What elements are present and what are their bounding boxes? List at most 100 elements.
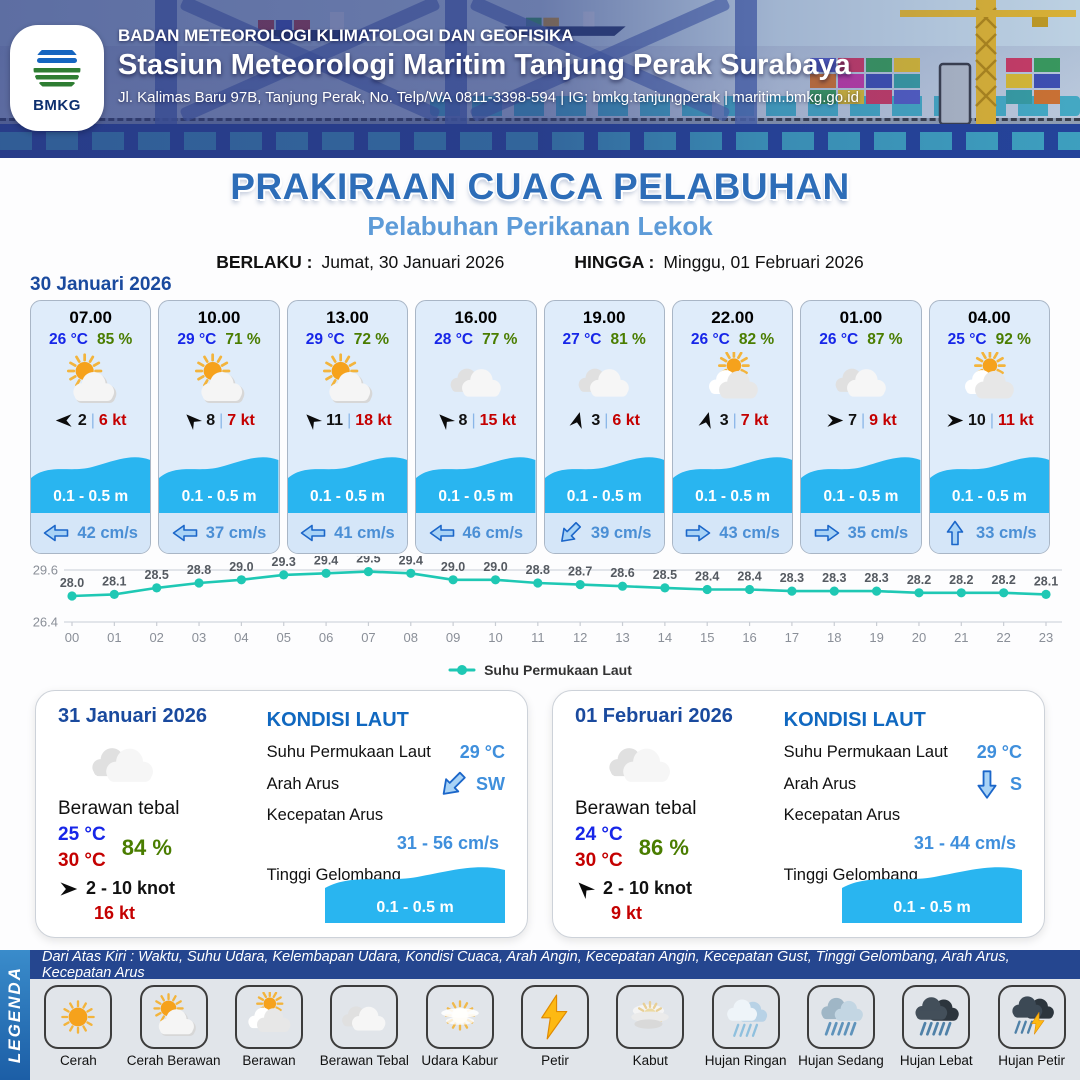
wind-row: 3 | 6 kt bbox=[568, 411, 640, 430]
svg-text:18: 18 bbox=[827, 630, 841, 645]
temp-humidity-row: 26 °C 87 % bbox=[819, 331, 902, 349]
svg-text:28.7: 28.7 bbox=[568, 565, 592, 579]
daily-summary-row: 31 Januari 2026 Berawan tebal 25 °C 30 °… bbox=[35, 690, 1045, 938]
wind-gust-speed: 9 kt bbox=[869, 411, 897, 429]
wind-divider: | bbox=[989, 411, 994, 429]
humidity: 92 % bbox=[995, 331, 1031, 348]
weather-icon-slot bbox=[832, 352, 890, 410]
weather-icon-slot bbox=[704, 349, 762, 410]
daily-weather-summary: 01 Februari 2026 Berawan tebal 24 °C 30 … bbox=[575, 705, 772, 923]
svg-text:29.5: 29.5 bbox=[356, 556, 380, 566]
current-direction-row: Arah Arus S bbox=[784, 770, 1022, 799]
daily-gust: 16 kt bbox=[94, 903, 136, 924]
svg-text:28.6: 28.6 bbox=[610, 566, 634, 580]
legend-description: Dari Atas Kiri : Waktu, Suhu Udara, Kele… bbox=[42, 948, 1010, 981]
daily-temp-max: 30 °C bbox=[575, 849, 623, 871]
sst-row: Suhu Permukaan Laut 29 °C bbox=[267, 742, 505, 763]
wind-direction-icon bbox=[569, 412, 583, 430]
svg-text:00: 00 bbox=[65, 630, 79, 645]
hujan-lebat-icon bbox=[915, 997, 960, 1036]
legend-item-berawan-tebal: Berawan Tebal bbox=[317, 985, 411, 1068]
current-row: 37 cm/s bbox=[159, 513, 279, 553]
legend-item-label: Hujan Sedang bbox=[798, 1053, 884, 1068]
svg-text:01: 01 bbox=[107, 630, 121, 645]
wave-shape bbox=[31, 457, 151, 513]
svg-text:28.3: 28.3 bbox=[864, 571, 888, 585]
bmkg-emblem-icon bbox=[32, 43, 82, 93]
air-temperature: 27 °C bbox=[562, 331, 602, 348]
legend-icon-box bbox=[425, 985, 494, 1049]
daily-date: 31 Januari 2026 bbox=[58, 705, 207, 727]
legend-icon-box bbox=[902, 985, 971, 1049]
current-speed: 42 cm/s bbox=[77, 523, 138, 542]
daily-wind-range: 2 - 10 knot bbox=[603, 878, 693, 899]
svg-text:21: 21 bbox=[954, 630, 968, 645]
daily-temps: 24 °C 30 °C 86 % bbox=[575, 822, 772, 873]
wind-value: 8 bbox=[206, 411, 216, 429]
wind-row: 7 | 9 kt bbox=[825, 411, 897, 430]
wave-band: 0.1 - 0.5 m bbox=[31, 451, 151, 513]
svg-text:08: 08 bbox=[404, 630, 418, 645]
current-direction-icon bbox=[560, 521, 581, 542]
current-speed: 33 cm/s bbox=[976, 523, 1037, 542]
cerah-berawan-icon bbox=[66, 353, 117, 404]
current-direction-value: S bbox=[972, 770, 1022, 799]
valid-from-label: BERLAKU : bbox=[216, 252, 313, 272]
weather-icon-slot bbox=[190, 352, 248, 410]
legend-vertical-banner: LEGENDA bbox=[0, 950, 30, 1080]
valid-until-label: HINGGA : bbox=[574, 252, 655, 272]
sst-label: Suhu Permukaan Laut bbox=[266, 743, 431, 761]
wind-gust-speed: 6 kt bbox=[612, 411, 640, 429]
current-speed: 43 cm/s bbox=[719, 523, 780, 542]
daily-date: 01 Februari 2026 bbox=[575, 705, 733, 727]
humidity: 71 % bbox=[225, 331, 261, 348]
legend-icon-box bbox=[711, 985, 780, 1049]
legend-item-cerah: Cerah bbox=[31, 985, 125, 1068]
temp-humidity-row: 29 °C 71 % bbox=[177, 331, 260, 349]
svg-text:28.4: 28.4 bbox=[737, 570, 761, 584]
wind-row: 3 | 7 kt bbox=[697, 411, 768, 430]
legend-icon-box bbox=[44, 985, 113, 1049]
current-speed-row: Kecepatan Arus bbox=[784, 806, 1022, 825]
current-direction-icon bbox=[429, 524, 454, 542]
current-direction-value: SW bbox=[438, 771, 505, 796]
wave-height: 0.1 - 0.5 m bbox=[823, 488, 899, 505]
forecast-time: 16.00 bbox=[454, 308, 498, 327]
wave-shape bbox=[929, 457, 1049, 513]
wind-value: 8 bbox=[458, 411, 468, 429]
wave-height: 0.1 - 0.5 m bbox=[566, 488, 642, 505]
legend-icon-box bbox=[520, 985, 589, 1049]
wind-gust-speed: 18 kt bbox=[355, 411, 392, 429]
sst-value: 29 °C bbox=[976, 742, 1022, 762]
daily-condition: Berawan tebal bbox=[58, 798, 180, 819]
wave-height: 0.1 - 0.5 m bbox=[695, 488, 771, 505]
current-speed-value: 31 - 44 cm/s bbox=[913, 833, 1016, 853]
svg-text:07: 07 bbox=[361, 630, 375, 645]
wind-direction-icon bbox=[438, 414, 455, 431]
svg-text:06: 06 bbox=[319, 630, 333, 645]
berawan-tebal-icon bbox=[578, 368, 629, 397]
current-direction-icon bbox=[977, 770, 997, 799]
daily-card-2: 01 Februari 2026 Berawan tebal 24 °C 30 … bbox=[552, 690, 1045, 938]
legend-item-label: Berawan Tebal bbox=[319, 1053, 409, 1068]
svg-text:15: 15 bbox=[700, 630, 714, 645]
wave-band: 0.1 - 0.5 m bbox=[416, 451, 536, 513]
temp-humidity-row: 27 °C 81 % bbox=[563, 331, 646, 349]
current-speed: 46 cm/s bbox=[462, 523, 524, 542]
station-name: Stasiun Meteorologi Maritim Tanjung Pera… bbox=[118, 49, 851, 81]
sst-label: Suhu Permukaan Laut bbox=[783, 743, 948, 761]
temp-humidity-row: 26 °C 85 % bbox=[49, 331, 132, 349]
forecast-card-04.00: 04.00 25 °C 92 % 10 | 11 kt 0.1 - 0.5 m … bbox=[928, 300, 1050, 554]
daily-wind-row: 2 - 10 knot bbox=[575, 878, 772, 899]
legend-item-hujan-lebat: Hujan Lebat bbox=[889, 985, 983, 1068]
daily-temp-min: 24 °C bbox=[575, 824, 623, 845]
wind-gust-speed: 7 kt bbox=[227, 411, 255, 429]
legend-items-row: Cerah Cerah Berawan Berawan Berawan Teba… bbox=[30, 979, 1080, 1080]
svg-text:09: 09 bbox=[446, 630, 460, 645]
air-temperature: 29 °C bbox=[177, 331, 217, 348]
svg-text:04: 04 bbox=[234, 630, 248, 645]
sea-conditions: KONDISI LAUT Suhu Permukaan Laut 29 °C A… bbox=[267, 705, 505, 923]
wave-shape bbox=[287, 457, 408, 513]
svg-text:02: 02 bbox=[149, 630, 163, 645]
current-direction-label: Arah Arus bbox=[266, 775, 340, 793]
